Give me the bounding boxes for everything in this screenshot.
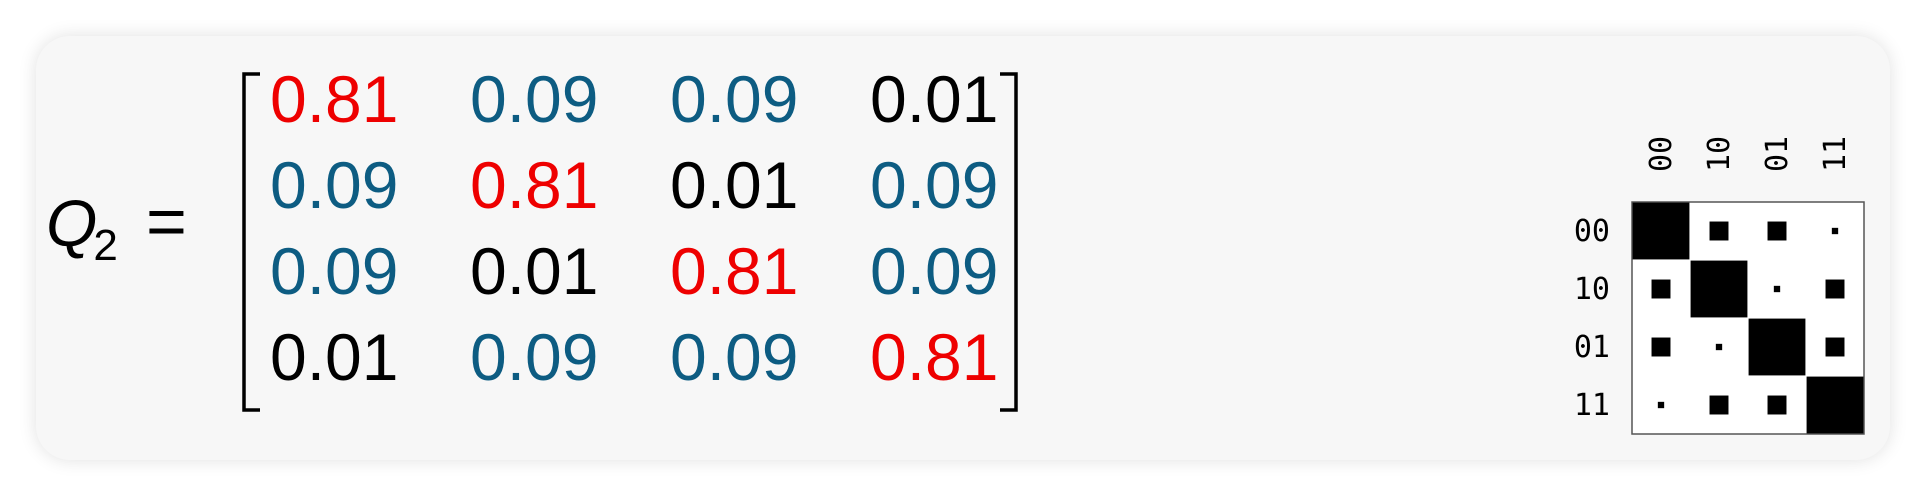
matrix-cell: 0.09 (870, 234, 998, 308)
figure-card (36, 36, 1890, 460)
hinton-column-labels: 00 10 01 11 (1644, 136, 1853, 172)
matrix-subscript: 2 (93, 221, 118, 270)
left-bracket (242, 72, 260, 412)
hinton-square (1825, 337, 1845, 357)
hinton-square (1709, 395, 1729, 415)
hinton-square (1767, 395, 1787, 415)
hinton-square (1690, 260, 1748, 318)
matrix-cell: 0.09 (670, 320, 798, 394)
matrix-cell: 0.01 (670, 148, 798, 222)
hinton-square (1748, 318, 1806, 376)
matrix-equation-label: Q2 = (46, 186, 187, 268)
hinton-column-label: 00 (1644, 136, 1679, 172)
equals-sign: = (146, 182, 187, 260)
matrix-cell: 0.81 (470, 148, 598, 222)
matrix-cell: 0.09 (470, 64, 598, 136)
hinton-row-label: 01 (1574, 330, 1610, 365)
hinton-column-label: 01 (1760, 136, 1795, 172)
hinton-square (1632, 202, 1690, 260)
matrix-cell: 0.09 (270, 148, 398, 222)
hinton-square (1825, 279, 1845, 299)
matrix-cell: 0.09 (670, 64, 798, 136)
hinton-square (1657, 401, 1665, 409)
matrix-cell: 0.01 (470, 234, 598, 308)
matrix-symbol: Q (46, 186, 98, 260)
matrix-cell: 0.81 (670, 234, 798, 308)
hinton-square (1773, 285, 1781, 293)
hinton-row-label: 00 (1574, 214, 1610, 249)
matrix: 0.81 0.09 0.09 0.01 0.09 0.81 0.01 0.09 0.09 0.01… (242, 64, 1018, 412)
matrix-cell: 0.09 (270, 234, 398, 308)
matrix-cells: 0.81 0.09 0.09 0.01 0.09 0.81 0.01 0.09 0.09 0.01… (270, 64, 998, 394)
matrix-cell: 0.09 (470, 320, 598, 394)
hinton-square (1651, 279, 1671, 299)
hinton-square (1806, 376, 1864, 434)
hinton-square (1715, 343, 1723, 351)
hinton-diagram: 00 10 01 11 00 10 01 11 (1574, 136, 1865, 435)
hinton-squares (1632, 202, 1864, 434)
hinton-column-label: 11 (1818, 136, 1853, 172)
hinton-row-label: 11 (1574, 388, 1610, 423)
hinton-square (1651, 337, 1671, 357)
matrix-cell: 0.81 (870, 320, 998, 394)
matrix-cell: 0.01 (870, 64, 998, 136)
matrix-cell: 0.81 (270, 64, 398, 136)
matrix-cell: 0.09 (870, 148, 998, 222)
hinton-square (1709, 221, 1729, 241)
hinton-column-label: 10 (1702, 136, 1737, 172)
hinton-square (1831, 227, 1839, 235)
hinton-square (1767, 221, 1787, 241)
hinton-row-label: 10 (1574, 272, 1610, 307)
matrix-cell: 0.01 (270, 320, 398, 394)
hinton-row-labels: 00 10 01 11 (1574, 214, 1610, 423)
right-bracket (1000, 72, 1018, 412)
